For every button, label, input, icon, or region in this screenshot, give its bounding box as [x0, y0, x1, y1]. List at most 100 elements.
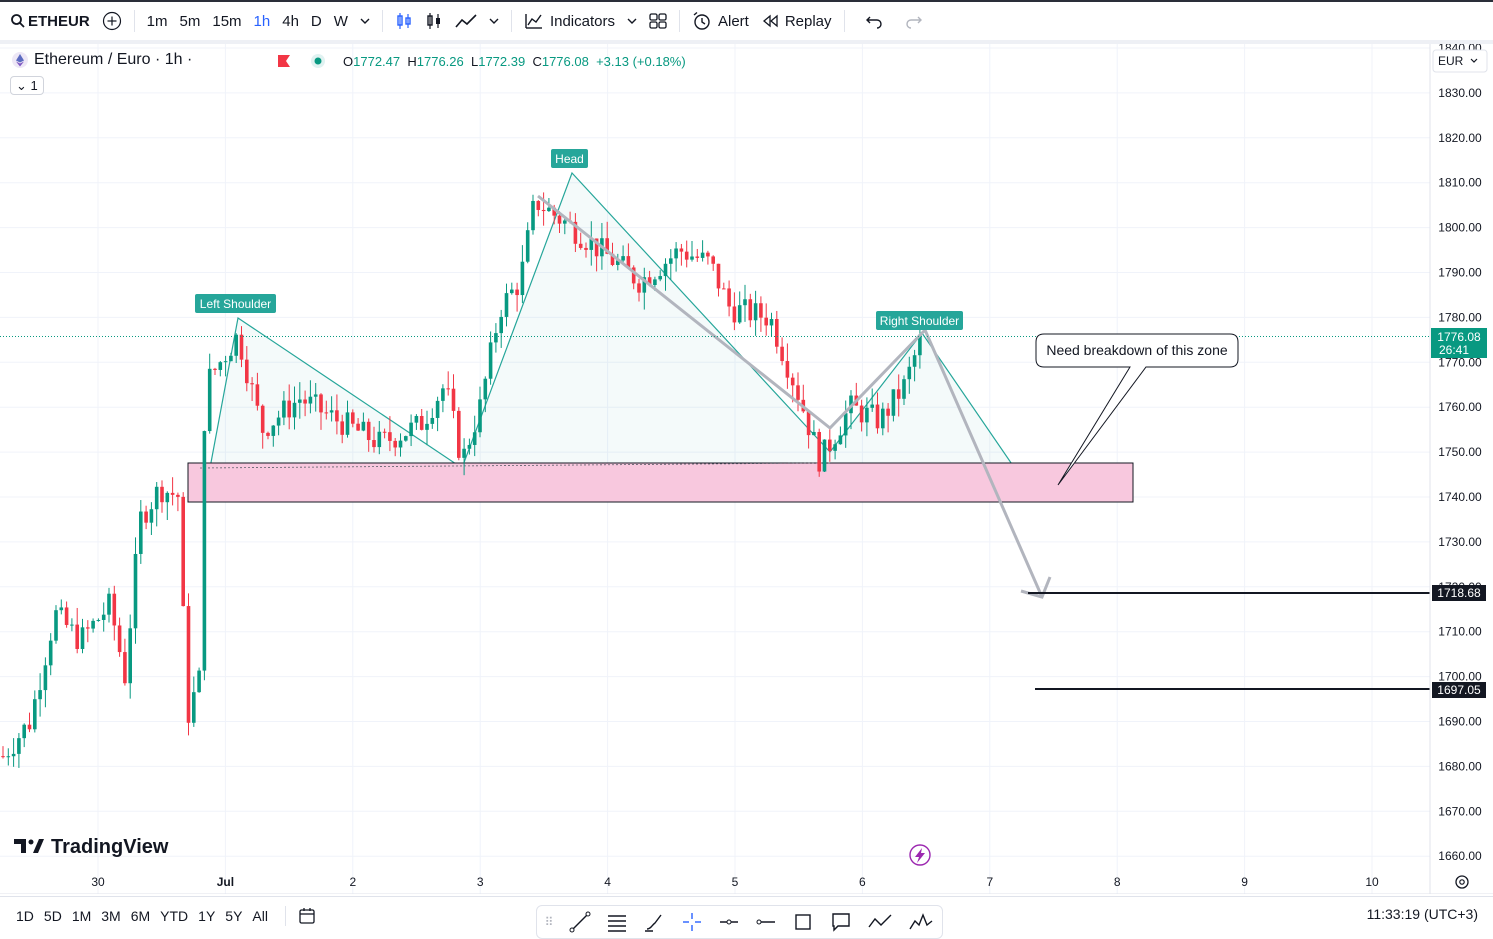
candle-body	[54, 610, 58, 641]
support-zone[interactable]	[187, 462, 1134, 503]
candle-body	[91, 620, 95, 629]
horizontal-ray-icon[interactable]	[718, 911, 740, 933]
candle-body	[308, 396, 313, 404]
candle-body	[33, 699, 37, 730]
candle-body	[764, 317, 768, 326]
flag-icon[interactable]	[277, 54, 291, 68]
horizontal-line-icon[interactable]	[755, 911, 777, 933]
candle-body	[377, 431, 382, 448]
candle-body	[674, 248, 678, 259]
head-label[interactable]: Head	[551, 149, 588, 168]
candle-body	[722, 288, 726, 290]
candle-body	[351, 412, 355, 424]
candle-body	[907, 366, 912, 380]
range-1y[interactable]: 1Y	[198, 908, 216, 924]
candle-body	[123, 652, 127, 684]
candle-body	[48, 640, 53, 666]
interval-5m[interactable]: 5m	[179, 12, 201, 30]
lightning-icon[interactable]	[909, 844, 931, 866]
calendar-range-icon[interactable]	[298, 907, 318, 925]
candle-body	[245, 359, 249, 384]
candle-body	[520, 261, 525, 296]
interval-dropdown[interactable]	[354, 5, 376, 37]
candle-body	[462, 448, 466, 458]
chart-type-dropdown[interactable]	[483, 5, 505, 37]
time-axis[interactable]: 30 Jul 2 3 4 5 6 7 8 9 10	[91, 875, 1379, 889]
chart-type-hollow[interactable]	[419, 5, 449, 37]
range-all[interactable]: All	[252, 908, 268, 924]
brush-icon[interactable]	[643, 911, 665, 933]
currency-selector[interactable]: EUR	[1432, 49, 1488, 73]
indicators-button[interactable]: Indicators	[518, 5, 621, 37]
candle-body	[213, 368, 217, 370]
drag-handle-icon[interactable]: ⠿	[544, 915, 554, 929]
interval-4h[interactable]: 4h	[282, 12, 299, 30]
redo-button[interactable]	[899, 5, 929, 37]
alert-button[interactable]: Alert	[686, 5, 755, 37]
range-3m[interactable]: 3M	[101, 908, 121, 924]
candle-body	[605, 238, 609, 254]
price-axis[interactable]: 1840.001830.001820.001810.001800.001790.…	[1438, 44, 1482, 863]
candle-body	[457, 410, 461, 458]
callout-icon[interactable]	[830, 911, 852, 933]
candle-body	[547, 207, 551, 212]
symbol-search[interactable]: ETHEUR	[0, 5, 96, 37]
price-chart[interactable]: Need breakdown of this zone Left Shoulde…	[0, 44, 1493, 894]
candle-body	[112, 593, 117, 626]
candle-body	[541, 209, 546, 212]
replay-button[interactable]: Replay	[755, 5, 838, 37]
hollow-candles-icon	[427, 13, 440, 29]
left-shoulder-label[interactable]: Left Shoulder	[195, 294, 276, 313]
candle-body	[690, 256, 694, 260]
chart-type-candles[interactable]	[389, 5, 419, 37]
svg-text:26:41: 26:41	[1439, 343, 1469, 357]
interval-d[interactable]: D	[310, 12, 322, 30]
price-tick: 1810.00	[1438, 176, 1482, 190]
range-1m[interactable]: 1M	[71, 908, 92, 924]
candle-body	[584, 247, 588, 250]
crosshair-icon[interactable]	[681, 911, 703, 933]
range-6m[interactable]: 6M	[130, 908, 151, 924]
interval-15m[interactable]: 15m	[212, 12, 242, 30]
candle-body	[843, 413, 848, 436]
settings-gear-icon[interactable]	[1455, 875, 1469, 889]
candle-body	[229, 355, 233, 362]
ethereum-icon	[12, 52, 28, 68]
fib-icon[interactable]	[606, 911, 628, 933]
candle-body	[414, 415, 419, 423]
tradingview-logo: TradingView	[14, 836, 169, 858]
callout-note[interactable]: Need breakdown of this zone	[1035, 333, 1239, 486]
range-1d[interactable]: 1D	[16, 908, 34, 924]
path-icon[interactable]	[867, 911, 893, 933]
layouts-button[interactable]	[643, 5, 673, 37]
candle-body	[621, 256, 625, 261]
indicators-toggle[interactable]: ⌄ 1	[10, 76, 44, 95]
interval-1m[interactable]: 1m	[146, 12, 168, 30]
right-shoulder-label[interactable]: Right Shoulder	[876, 311, 963, 330]
range-ytd[interactable]: YTD	[160, 908, 189, 924]
time-tick: 10	[1365, 875, 1379, 889]
trend-line-icon[interactable]	[569, 911, 591, 933]
candle-body	[669, 258, 673, 264]
candle-body	[335, 410, 339, 422]
layout-grid-icon	[649, 13, 667, 29]
chart-legend[interactable]: Ethereum / Euro · 1h ·	[12, 51, 192, 69]
candle-body	[790, 377, 795, 386]
candle-body	[234, 334, 238, 356]
pattern-icon[interactable]	[908, 911, 934, 933]
compare-button[interactable]	[96, 5, 128, 37]
undo-button[interactable]	[859, 5, 889, 37]
chart-type-line[interactable]	[449, 5, 483, 37]
replay-label: Replay	[784, 12, 832, 30]
range-5y[interactable]: 5Y	[225, 908, 243, 924]
target-price-label-1: 1718.68	[1432, 585, 1486, 601]
indicators-dropdown[interactable]	[621, 5, 643, 37]
clock[interactable]: 11:33:19 (UTC+3)	[1366, 906, 1478, 922]
interval-1h[interactable]: 1h	[253, 12, 271, 30]
range-5d[interactable]: 5D	[43, 908, 62, 924]
price-tick: 1820.00	[1438, 131, 1482, 145]
candle-body	[563, 220, 567, 224]
interval-w[interactable]: W	[333, 12, 348, 30]
candle-body	[557, 215, 562, 224]
rectangle-icon[interactable]	[792, 911, 814, 933]
